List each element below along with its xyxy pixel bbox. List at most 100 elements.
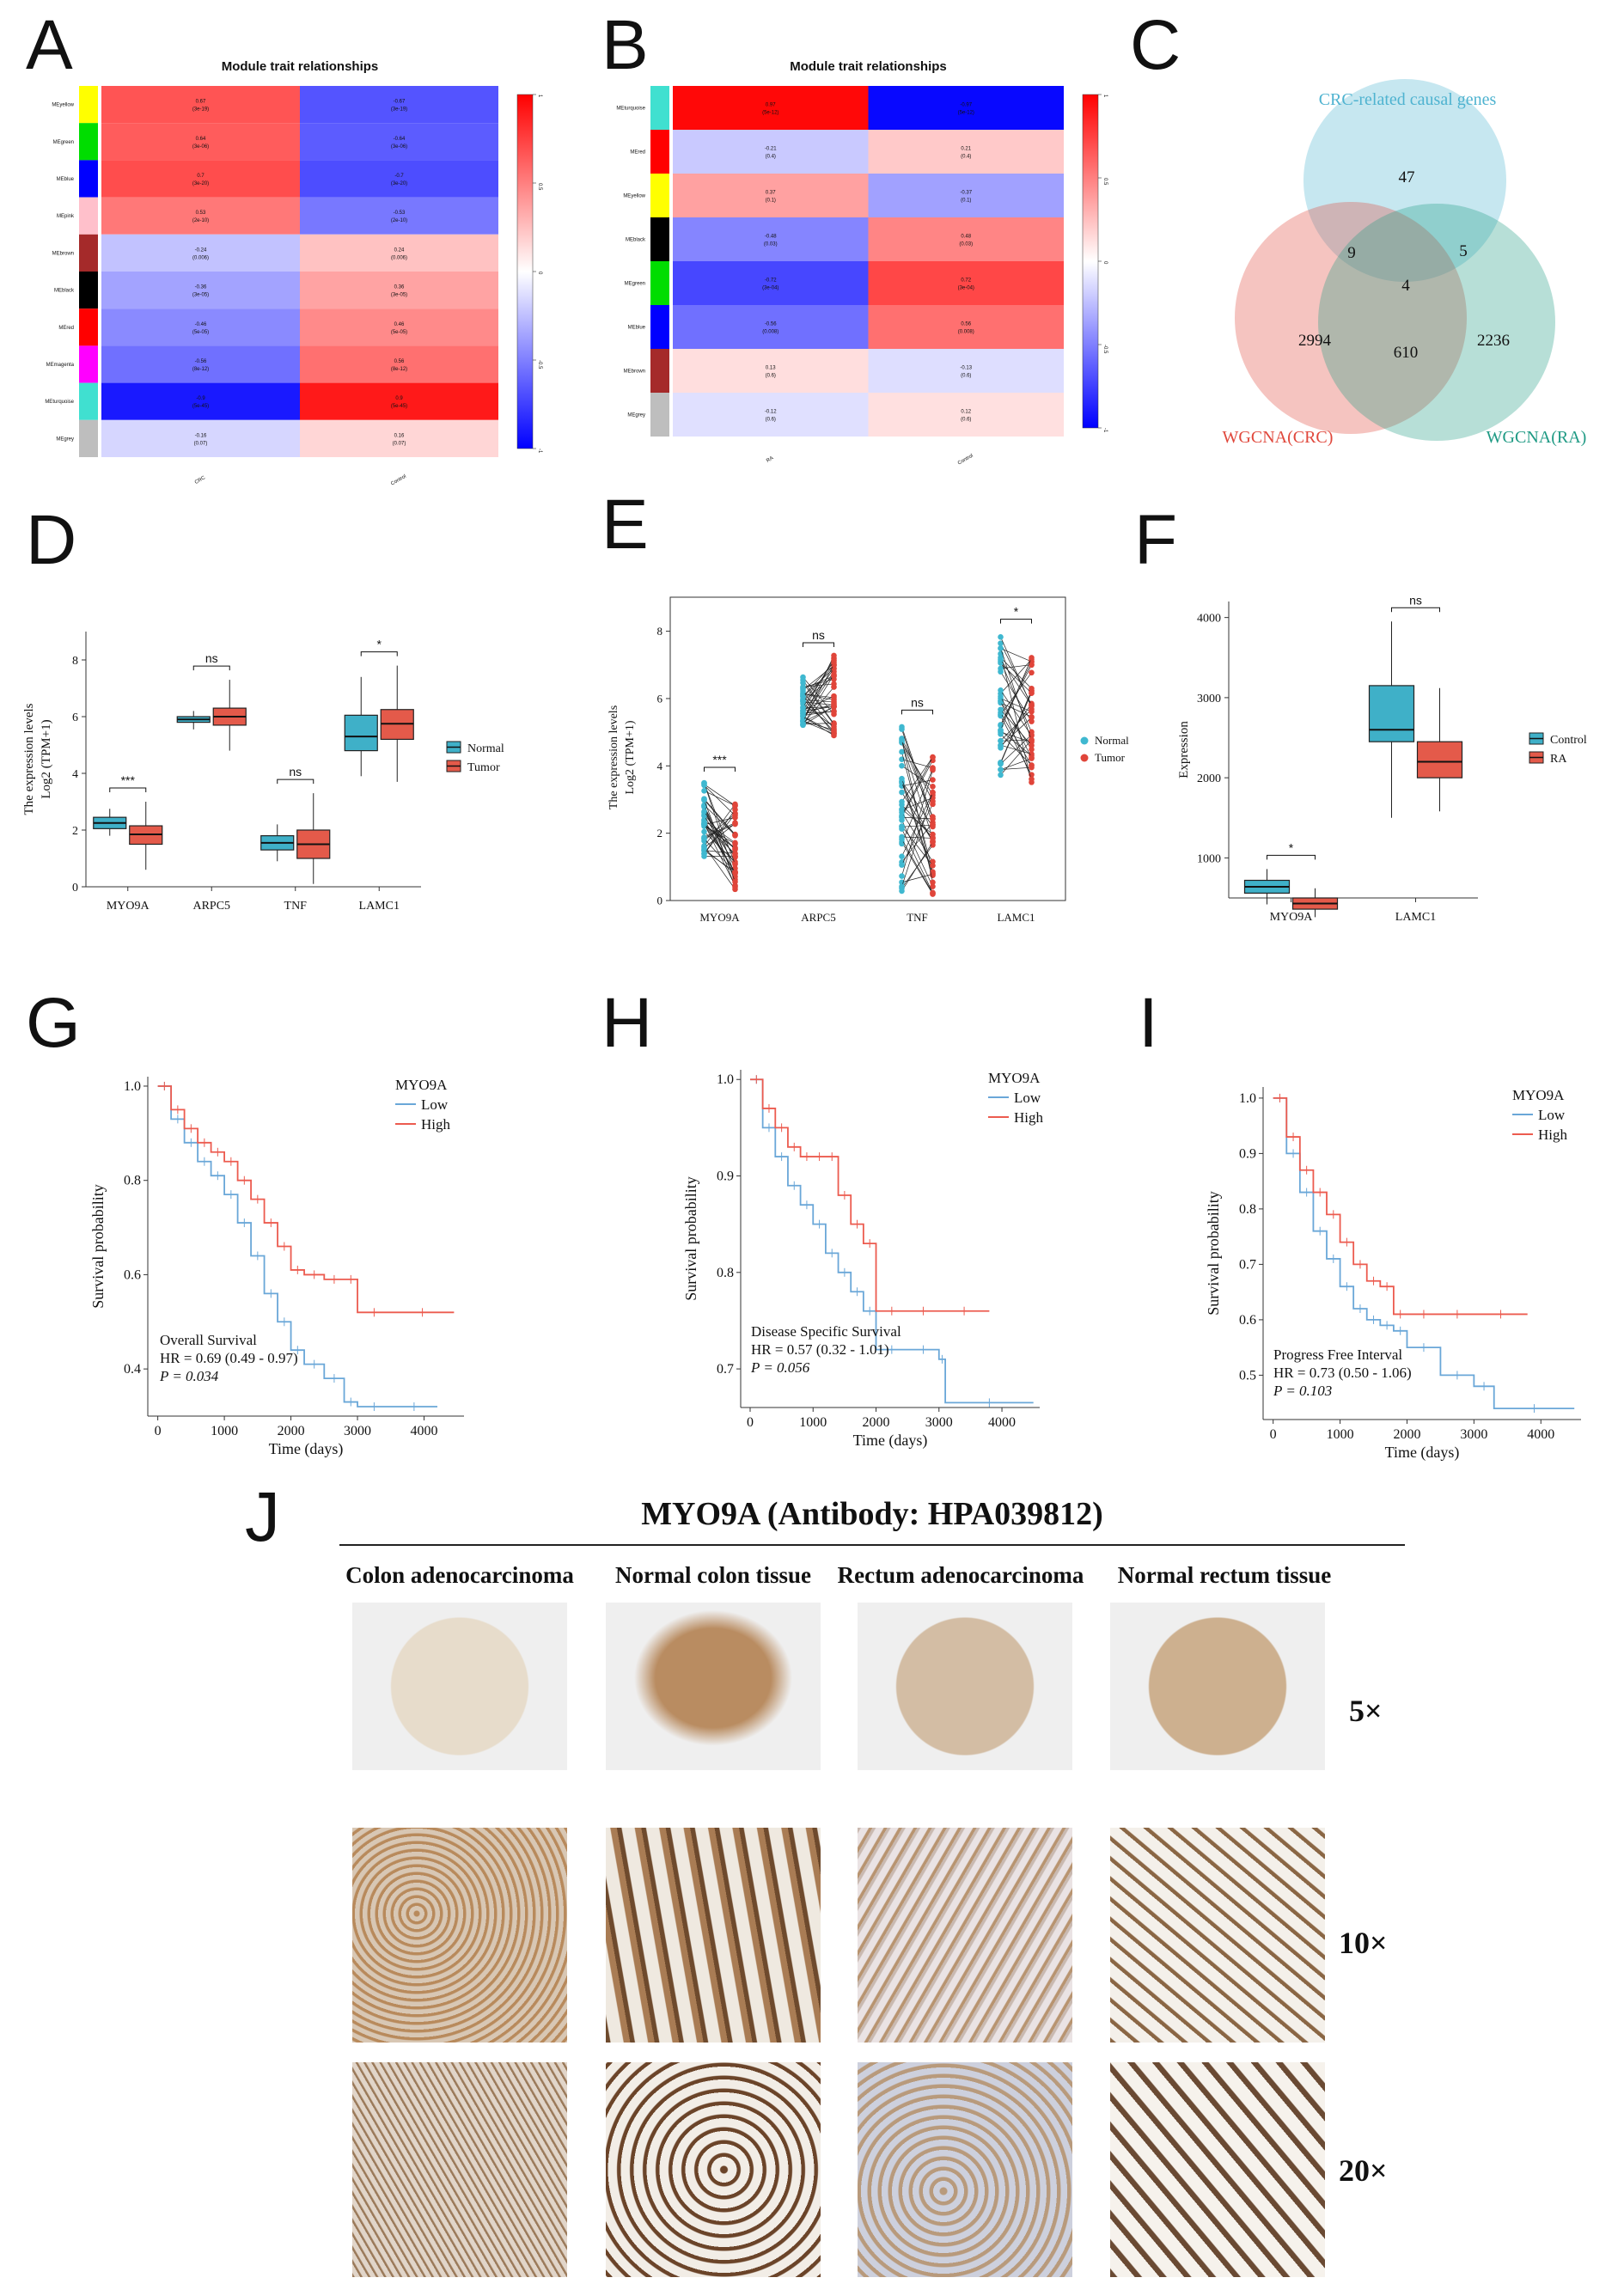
cell-value: 0.56	[961, 322, 971, 327]
normal-point	[899, 726, 905, 732]
cell-pvalue: (0.6)	[766, 418, 776, 423]
cell-pvalue: (5e-45)	[391, 404, 407, 409]
cell-value: 0.64	[196, 137, 206, 142]
tumor-point	[732, 861, 738, 868]
y-tick-label: 1000	[1197, 852, 1221, 865]
heatmap-title: Module trait relationships	[790, 59, 947, 74]
y-axis-label: Survival probability	[682, 1176, 699, 1300]
pair-line	[704, 817, 736, 826]
module-color-bar	[79, 160, 98, 198]
pair-line	[901, 792, 933, 857]
normal-point	[899, 873, 905, 879]
module-color-bar	[650, 349, 669, 393]
venn-count: 5	[1459, 242, 1468, 260]
ihc-image	[1110, 2062, 1325, 2277]
y-axis-label: Survival probability	[89, 1184, 107, 1308]
pair-line	[803, 683, 834, 687]
scale-tick-label: -1	[537, 449, 542, 454]
heatmap-cell	[300, 86, 498, 124]
pair-line	[1000, 664, 1032, 669]
x-axis-label: Time (days)	[853, 1432, 928, 1450]
cell-pvalue: (0.1)	[961, 198, 971, 204]
venn-count: 4	[1401, 277, 1410, 295]
y-tick-label: 0.8	[717, 1266, 734, 1280]
module-label: MEred	[58, 326, 74, 331]
tumor-point	[732, 833, 738, 839]
pair-line	[803, 716, 834, 736]
venn-set-label: WGCNA(CRC)	[1223, 428, 1334, 447]
module-color-bar	[79, 308, 98, 346]
cell-pvalue: (3e-06)	[192, 144, 209, 150]
normal-point	[899, 798, 905, 805]
tumor-point	[1029, 746, 1035, 753]
pair-line	[901, 826, 933, 866]
y-tick-label: 0.8	[124, 1174, 141, 1188]
normal-point	[701, 797, 707, 803]
heatmap-panel-a: Module trait relationships MEyellow 0.67 (3…	[45, 59, 542, 487]
pair-line	[704, 823, 736, 886]
panel-label-j: J	[245, 1478, 280, 1556]
km-annotation: P = 0.034	[159, 1368, 219, 1384]
tumor-point	[831, 659, 837, 666]
normal-point	[701, 846, 707, 852]
normal-point	[998, 737, 1004, 744]
heatmap-cell	[101, 382, 300, 420]
y-tick-label: 0.9	[1239, 1146, 1256, 1161]
x-tick-label: 0	[1270, 1427, 1277, 1442]
significance-bracket	[1391, 607, 1440, 613]
normal-point	[800, 712, 806, 718]
pair-line	[803, 655, 834, 721]
cell-value: 0.36	[394, 285, 405, 290]
pair-line	[704, 813, 736, 841]
normal-point	[899, 789, 905, 796]
cell-pvalue: (5e-12)	[958, 111, 974, 116]
legend-label: Tumor	[467, 761, 500, 774]
pair-line	[803, 676, 834, 715]
panel-label-a: A	[26, 6, 73, 84]
tumor-point	[1029, 669, 1035, 676]
normal-point	[800, 688, 806, 695]
cell-value: -0.64	[394, 137, 406, 142]
module-label: MEblue	[628, 326, 646, 331]
heatmap-cell	[673, 393, 869, 437]
pair-line	[901, 824, 933, 827]
ihc-image	[1110, 1828, 1325, 2043]
normal-point	[800, 699, 806, 705]
pair-line	[901, 828, 933, 893]
pair-line	[704, 838, 736, 873]
cell-value: -0.7	[394, 174, 404, 179]
tumor-point	[831, 693, 837, 699]
tumor-point	[930, 883, 936, 889]
x-tick-label: 4000	[988, 1415, 1016, 1430]
pair-line	[704, 799, 736, 836]
normal-point	[998, 727, 1004, 734]
x-tick-label: 0	[155, 1424, 162, 1438]
normal-point	[899, 853, 905, 859]
legend-title: MYO9A	[988, 1070, 1041, 1086]
heatmap-cell	[868, 305, 1064, 349]
pair-line	[1000, 661, 1032, 732]
ihc-column-colon-adenocarcinoma: Colon adenocarcinoma	[345, 1562, 574, 1588]
tumor-point	[1029, 662, 1035, 668]
km-annotation: Overall Survival	[160, 1332, 257, 1348]
ihc-column-normal-colon: Normal colon tissue	[615, 1562, 811, 1588]
heatmap-cell	[101, 123, 300, 161]
heatmap-panel-b: Module trait relationships MEturquoise 0.9…	[616, 59, 1108, 467]
cell-pvalue: (0.4)	[961, 155, 971, 160]
significance-label: ns	[1409, 593, 1422, 607]
y-tick-label: 0	[657, 895, 663, 907]
normal-point	[800, 684, 806, 690]
tumor-point	[831, 732, 837, 739]
normal-point	[800, 721, 806, 727]
pair-line	[1000, 703, 1032, 748]
heatmap-cell	[673, 305, 869, 349]
pair-line	[704, 803, 736, 847]
module-label: MEblue	[57, 177, 75, 182]
pair-line	[704, 790, 736, 807]
cell-value: -0.37	[960, 191, 972, 196]
scale-tick-label: 1	[1102, 95, 1108, 98]
legend-label: Low	[1538, 1107, 1566, 1123]
heatmap-cell	[300, 419, 498, 457]
y-tick-label: 0.9	[717, 1169, 734, 1184]
pair-line	[803, 664, 834, 691]
